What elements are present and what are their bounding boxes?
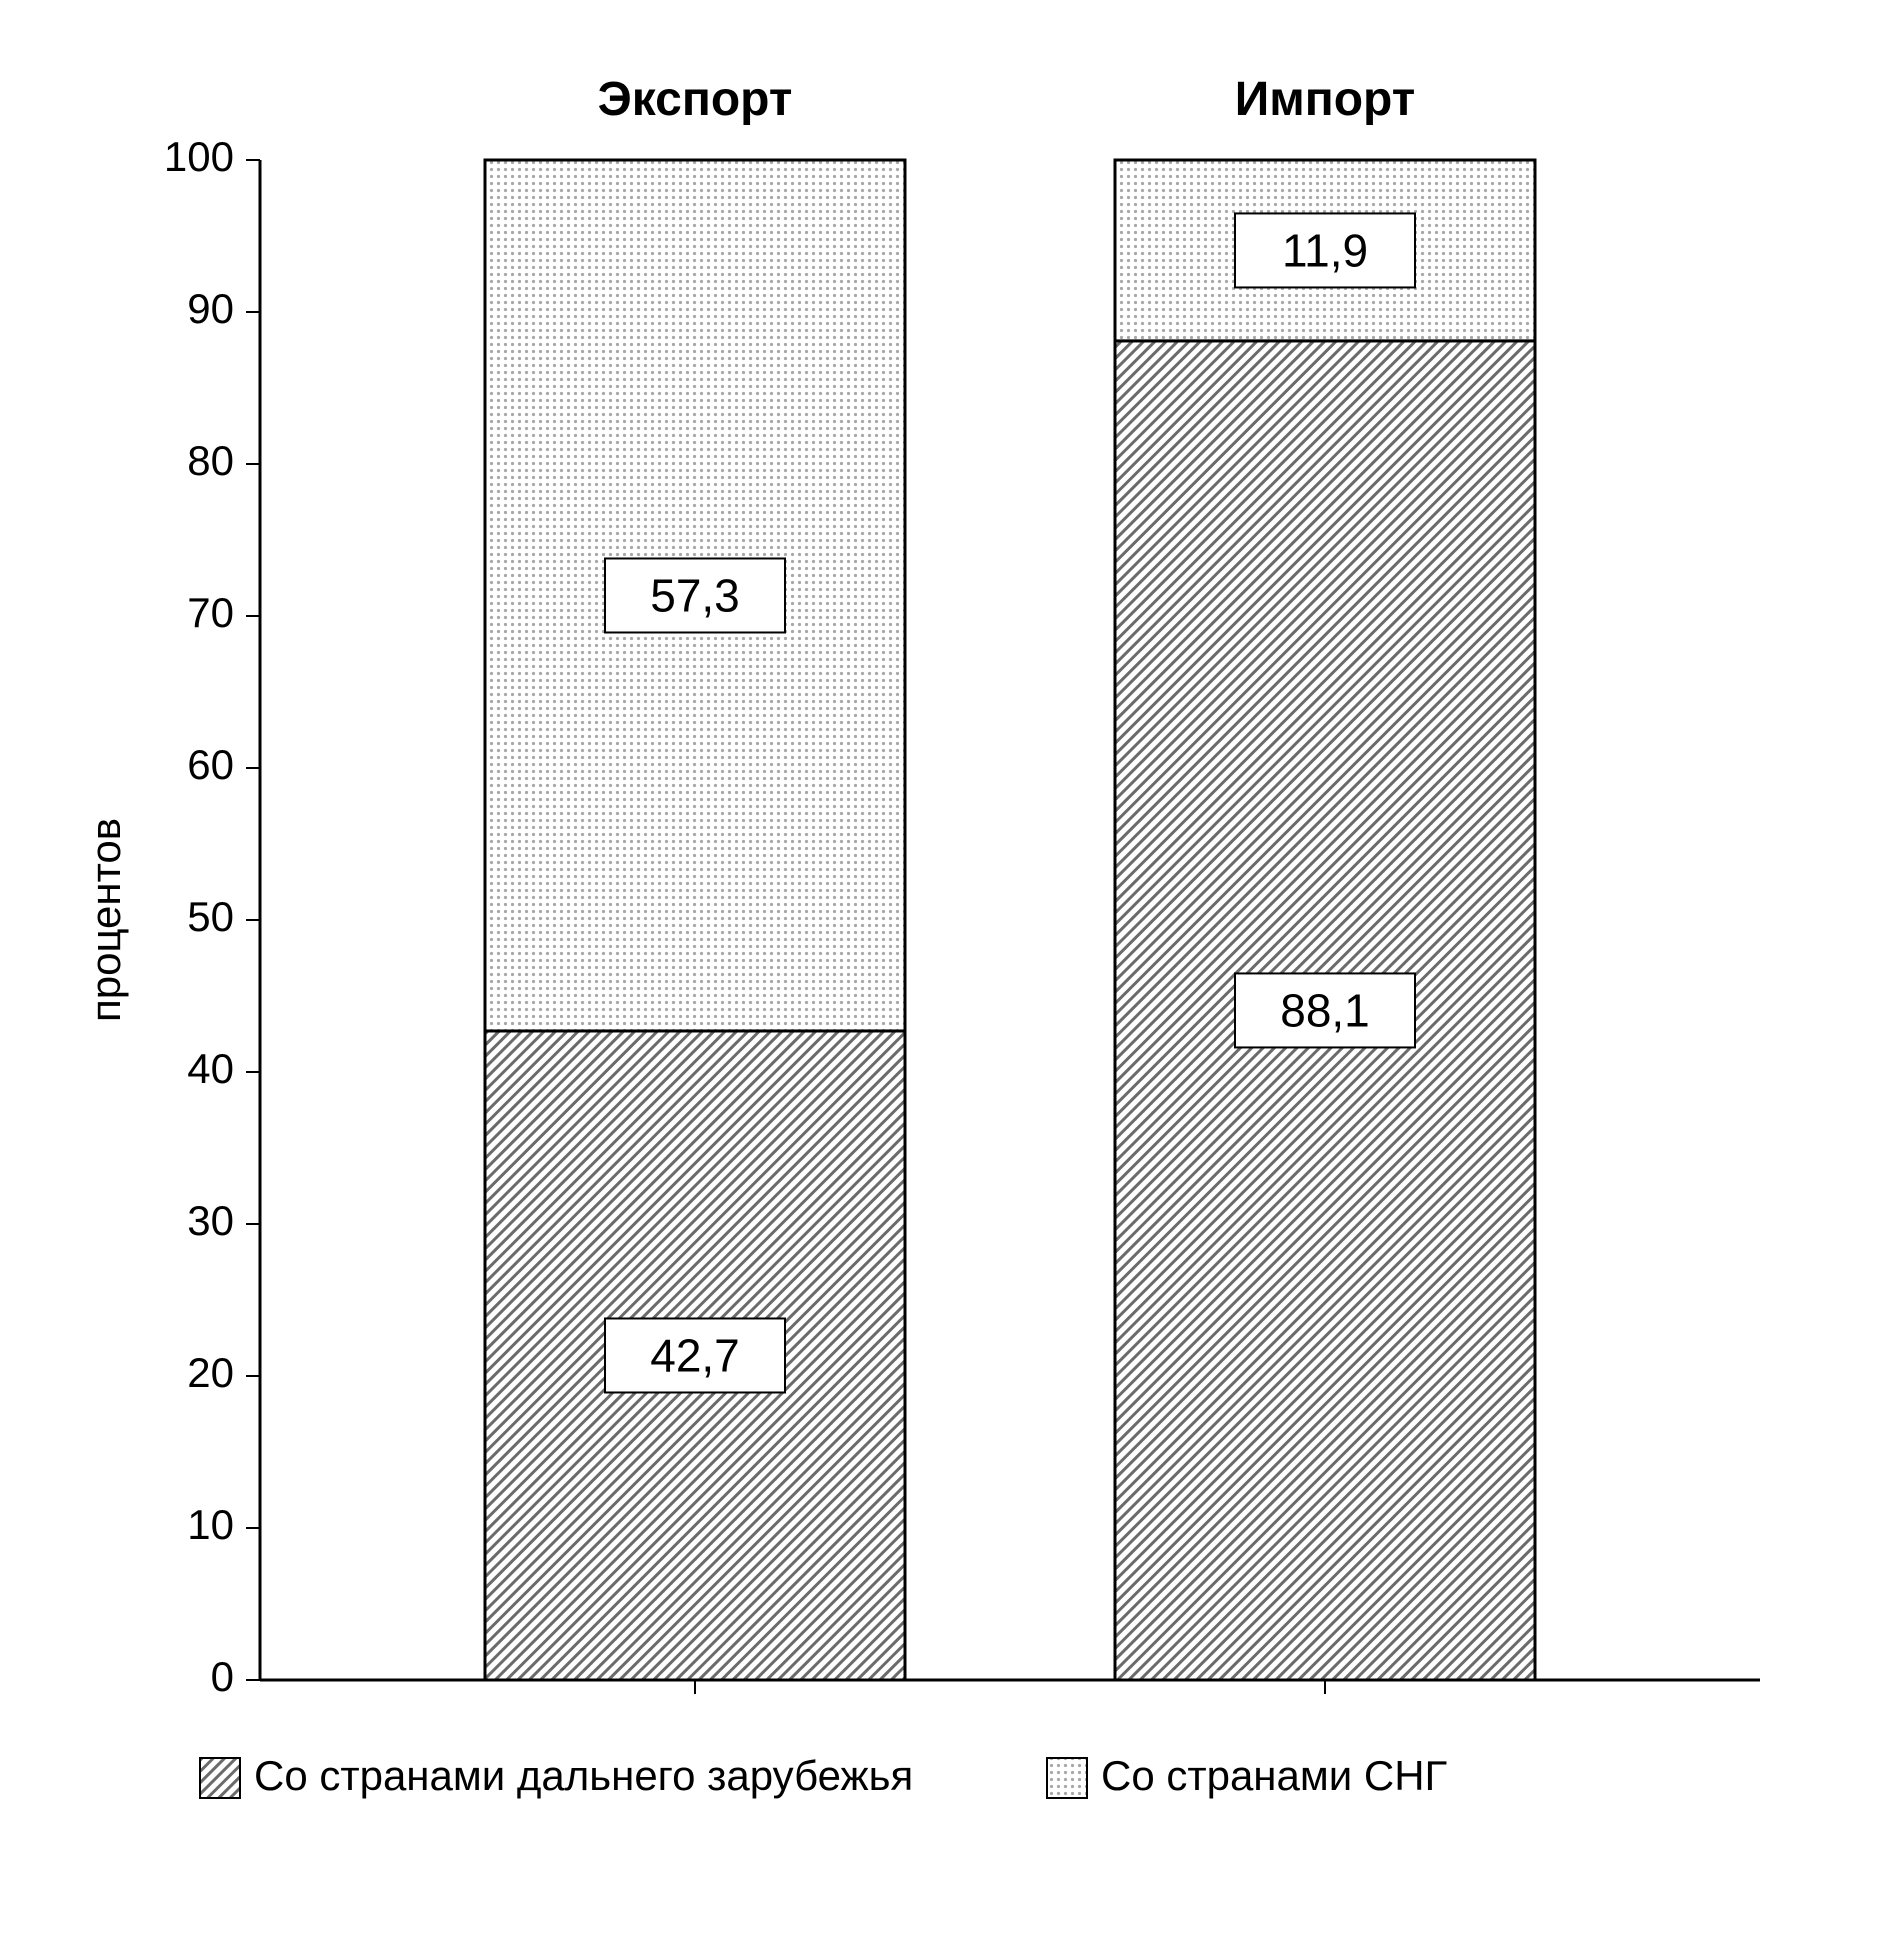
y-tick-label: 60: [187, 741, 234, 788]
legend-label: Со странами СНГ: [1101, 1752, 1447, 1799]
chart-container: 0 10 20 30 40 50 60 70 80 90 100 процентов Экспорт 42…: [40, 40, 1852, 1893]
y-tick-label: 40: [187, 1045, 234, 1092]
category-title: Экспорт: [598, 73, 793, 126]
y-tick-label: 90: [187, 285, 234, 332]
data-label: 42,7: [650, 1329, 740, 1381]
legend-label: Со странами дальнего зарубежья: [254, 1752, 913, 1799]
y-axis-label: процентов: [82, 818, 129, 1022]
y-tick-label: 0: [211, 1653, 234, 1700]
data-label: 88,1: [1280, 984, 1370, 1036]
y-tick-label: 20: [187, 1349, 234, 1396]
data-label: 11,9: [1282, 224, 1368, 276]
data-label: 57,3: [650, 569, 740, 621]
y-tick-label: 10: [187, 1501, 234, 1548]
y-tick-label: 80: [187, 437, 234, 484]
legend-swatch: [1047, 1758, 1087, 1798]
y-tick-label: 100: [164, 133, 234, 180]
category-title: Импорт: [1235, 73, 1416, 126]
stacked-bar-chart: 0 10 20 30 40 50 60 70 80 90 100 процентов Экспорт 42…: [40, 40, 1852, 1893]
legend-swatch: [200, 1758, 240, 1798]
y-tick-label: 50: [187, 893, 234, 940]
y-tick-label: 30: [187, 1197, 234, 1244]
y-tick-label: 70: [187, 589, 234, 636]
